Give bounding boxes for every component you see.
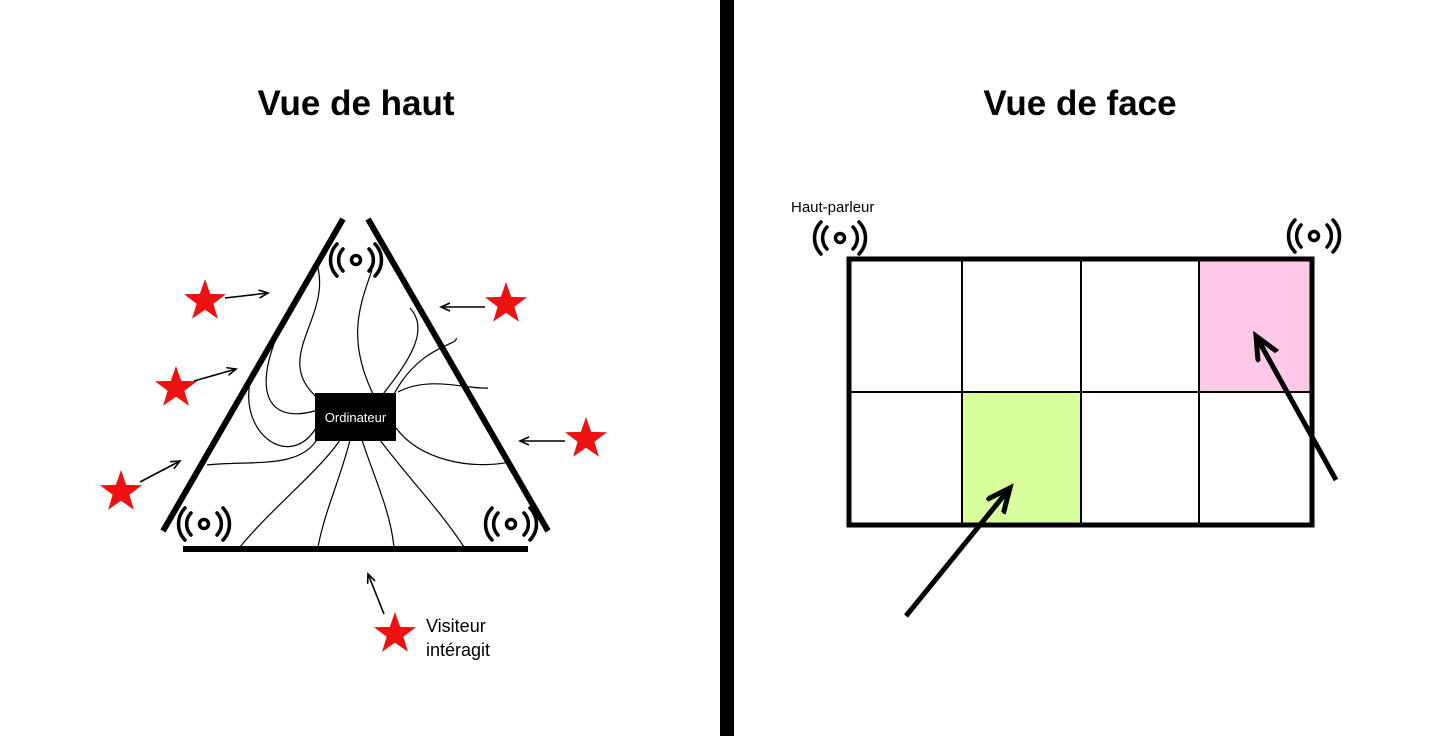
legend-line-1: Visiteur [426,616,486,636]
panel-divider [720,0,734,736]
legend-line-2: intéragit [426,640,490,660]
computer-label: Ordinateur [325,410,387,425]
left-panel-title: Vue de haut [257,84,454,123]
arrow-icon [224,289,270,299]
computer-box [315,393,396,441]
highlighted-cell-pink [1199,259,1312,392]
arrow-icon [193,366,238,382]
screen-grid-lines [849,259,1312,525]
right-panel-title: Vue de face [983,84,1176,123]
speaker-waves-icon [1286,218,1342,254]
star-icon [565,417,607,457]
visitors [100,279,607,652]
sound-paths [206,267,511,548]
screen-grid-frame [846,256,1315,528]
star-icon [485,282,527,322]
arrow-icon [366,572,385,615]
speaker-waves-icon [328,242,384,278]
visitor-arrows [139,289,565,615]
speaker-waves-icon [812,220,868,256]
star-icon [155,366,197,406]
star-icon [100,470,142,510]
arrow-icon [1256,336,1339,482]
speaker-waves-icon [483,506,539,542]
speaker-label: Haut-parleur [791,199,874,216]
triangle-frame [160,217,551,552]
arrow-icon [139,460,182,483]
star-icon [374,612,416,652]
speaker-waves-icon [176,506,232,542]
arrow-icon [904,488,1010,618]
highlighted-cell-green [962,392,1081,525]
star-icon [184,279,226,319]
